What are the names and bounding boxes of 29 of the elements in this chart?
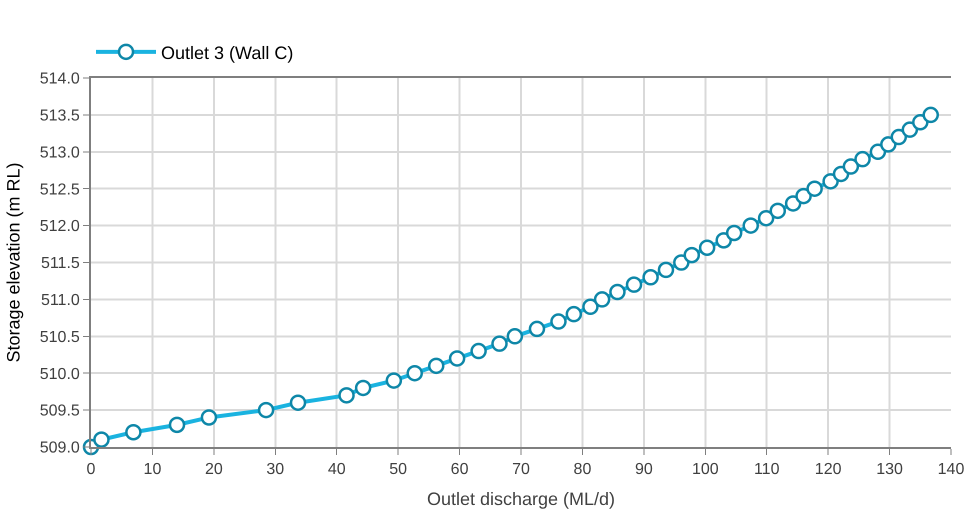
x-tick-label: 30	[266, 461, 284, 478]
x-tick-label: 140	[938, 461, 964, 478]
x-tick-label: 110	[754, 461, 780, 478]
y-tick-label: 510.5	[40, 328, 80, 346]
y-tick-label: 512.5	[40, 181, 80, 198]
x-tick-label: 10	[144, 461, 162, 478]
y-tick-label: 511.0	[40, 292, 80, 309]
y-axis-title: Storage elevation (m RL)	[3, 162, 24, 363]
x-tick-label: 70	[512, 461, 530, 478]
x-tick-label: 40	[328, 461, 346, 478]
y-tick-label: 514.0	[40, 70, 80, 88]
x-tick-label: 100	[692, 461, 719, 478]
y-tick-label: 509.5	[40, 402, 80, 420]
x-tick-label: 60	[450, 461, 469, 478]
x-tick-label: 50	[389, 461, 408, 478]
x-axis-title: Outlet discharge (ML/d)	[426, 488, 616, 509]
x-tick-label: 90	[634, 461, 653, 478]
x-tick-label: 130	[876, 461, 904, 478]
legend-label: Outlet 3 (Wall C)	[161, 42, 294, 63]
y-tick-label: 513.0	[40, 144, 80, 162]
x-tick-label: 20	[204, 461, 223, 478]
y-tick-label: 509.0	[40, 440, 80, 457]
y-tick-label: 513.5	[40, 108, 80, 124]
x-tick-label: 120	[814, 461, 842, 478]
y-tick-label: 511.5	[40, 255, 80, 272]
y-tick-label: 510.0	[40, 366, 80, 383]
y-tick-label: 512.0	[40, 218, 80, 236]
x-tick-label: 0	[86, 461, 96, 478]
x-tick-label: 80	[574, 461, 592, 478]
